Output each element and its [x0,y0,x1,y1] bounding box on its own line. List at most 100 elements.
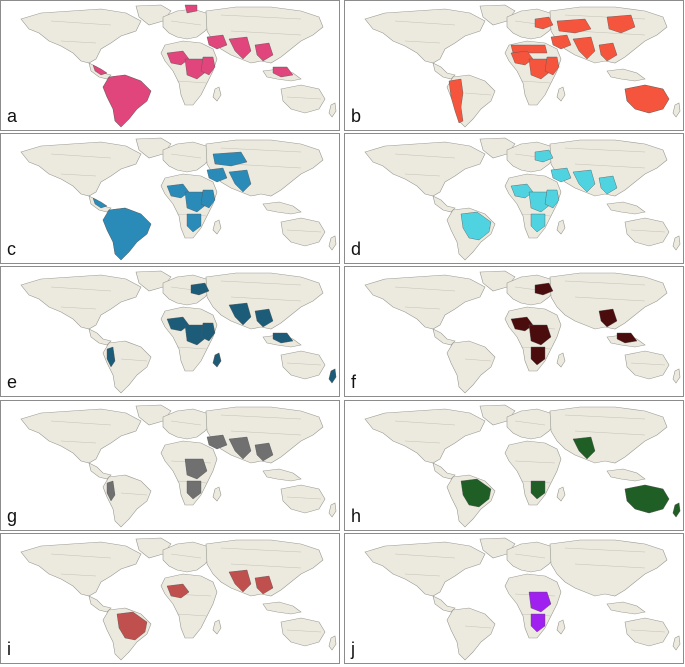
country-border [404,573,441,577]
world-map-g [20,404,337,528]
highlight-north-africa [510,44,548,54]
highlight-southern-africa [530,613,546,633]
world-map-h [364,404,681,528]
highlight-central-africa [184,324,208,346]
south-america-land [446,340,496,394]
map-panel-f: f [344,266,684,397]
highlight-east-africa [200,56,216,76]
country-border [60,440,97,444]
highlight-west-africa [166,583,190,599]
country-border [60,40,97,44]
country-border [170,420,202,426]
highlight-west-africa [166,50,190,66]
australia-land [624,350,670,380]
country-border [220,14,302,20]
country-border [574,296,646,302]
country-border [520,80,552,84]
highlight-andes [106,346,116,368]
central-america-land [432,328,456,346]
highlight-middle-east [550,34,572,50]
country-border [574,563,646,569]
country-border [574,430,646,436]
country-border [50,286,112,292]
south-america-land [446,607,496,661]
madagascar-land [212,619,222,635]
madagascar-land [212,86,222,102]
highlight-southeast-asia [598,308,618,328]
madagascar-land [212,486,222,502]
highlight-south-asia [228,36,252,60]
highlight-southeast-asia [254,42,274,62]
europe-land [506,8,556,40]
highlight-middle-east [206,34,228,50]
panel-label: j [351,639,355,659]
central-america-land [88,595,112,613]
panel-label: g [7,506,18,526]
north-america [364,408,486,464]
new-zealand-land [672,235,681,251]
country-border [170,153,202,159]
asia-land [549,406,668,464]
asia-land [549,539,668,597]
world-map-a [20,4,337,128]
country-border [230,30,302,36]
new-zealand-land [328,502,337,518]
south-america-land [102,340,152,394]
highlight-southeast-asia [254,308,274,328]
country-border [404,40,441,44]
country-border [564,147,646,153]
highlight-central-asia [212,151,248,167]
panel-label: c [7,239,16,259]
map-panel-e: e [0,266,340,397]
highlight-south-america-west [448,78,464,124]
country-border [514,553,546,559]
country-border [394,420,456,426]
highlight-west-africa [166,183,190,199]
highlight-east-africa [200,189,216,209]
highlight-eastern-europe [534,149,554,163]
north-america [364,141,486,197]
highlight-new-zealand [328,368,337,384]
world-map-i [20,537,337,661]
highlight-east-africa [544,189,560,209]
panel-label: f [351,372,357,392]
australia-land [280,217,326,247]
highlight-south-asia [572,436,596,460]
australia-land [280,84,326,114]
panel-label: e [7,372,18,392]
madagascar-land [556,486,566,502]
map-panel-h: h [344,400,684,531]
maritime-land [606,201,646,215]
highlight-southern-africa [530,480,546,500]
europe-land [506,274,556,306]
highlight-australia [624,84,670,114]
highlight-east-africa [544,56,560,76]
central-america-land [432,62,456,80]
country-border [50,20,112,26]
highlight-southeast-asia [598,42,618,62]
highlight-brazil [460,211,492,241]
highlight-west-africa [510,50,534,66]
maritime-land [606,68,646,82]
country-border [404,440,441,444]
highlight-middle-east [550,167,572,183]
country-border [464,625,492,629]
highlight-southern-africa [530,213,546,233]
highlight-maritime-se-asia [616,332,638,344]
country-border [176,80,208,84]
world-map-c [20,137,337,261]
country-border [286,629,322,633]
highlight-central-america [92,197,108,209]
country-border [630,229,666,233]
south-america-land [102,474,152,528]
asia-land [549,272,668,330]
africa-land [160,573,218,639]
country-border [564,280,646,286]
maritime-land [262,201,302,215]
country-border [574,30,646,36]
highlight-central-africa [184,58,208,80]
country-border [120,358,148,362]
country-border [404,306,441,310]
country-border [230,163,302,169]
country-border [170,20,202,26]
